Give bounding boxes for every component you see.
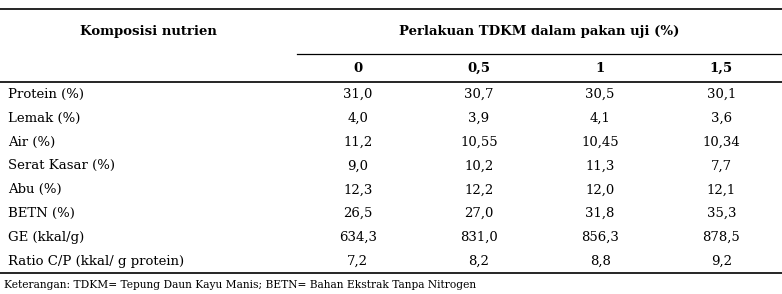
Text: Abu (%): Abu (%) <box>8 183 62 196</box>
Text: Perlakuan TDKM dalam pakan uji (%): Perlakuan TDKM dalam pakan uji (%) <box>400 25 680 38</box>
Text: 10,55: 10,55 <box>460 136 498 148</box>
Text: 10,2: 10,2 <box>465 159 493 172</box>
Text: 831,0: 831,0 <box>460 231 498 244</box>
Text: Keterangan: TDKM= Tepung Daun Kayu Manis; BETN= Bahan Ekstrak Tanpa Nitrogen: Keterangan: TDKM= Tepung Daun Kayu Manis… <box>4 280 476 290</box>
Text: 27,0: 27,0 <box>465 207 493 220</box>
Text: 30,1: 30,1 <box>707 88 736 101</box>
Text: Serat Kasar (%): Serat Kasar (%) <box>8 159 115 172</box>
Text: 7,7: 7,7 <box>711 159 732 172</box>
Text: 9,0: 9,0 <box>347 159 368 172</box>
Text: 35,3: 35,3 <box>707 207 736 220</box>
Text: 1: 1 <box>596 62 604 75</box>
Text: 10,34: 10,34 <box>702 136 741 148</box>
Text: 7,2: 7,2 <box>347 255 368 268</box>
Text: 8,8: 8,8 <box>590 255 611 268</box>
Text: 1,5: 1,5 <box>710 62 733 75</box>
Text: 31,8: 31,8 <box>586 207 615 220</box>
Text: 3,6: 3,6 <box>711 112 732 125</box>
Text: 4,1: 4,1 <box>590 112 611 125</box>
Text: 4,0: 4,0 <box>347 112 368 125</box>
Text: 12,0: 12,0 <box>586 183 615 196</box>
Text: 26,5: 26,5 <box>343 207 372 220</box>
Text: 10,45: 10,45 <box>581 136 619 148</box>
Text: 11,3: 11,3 <box>586 159 615 172</box>
Text: Ratio C/P (kkal/ g protein): Ratio C/P (kkal/ g protein) <box>8 255 184 268</box>
Text: 8,2: 8,2 <box>468 255 490 268</box>
Text: BETN (%): BETN (%) <box>8 207 75 220</box>
Text: 30,7: 30,7 <box>465 88 493 101</box>
Text: 634,3: 634,3 <box>339 231 377 244</box>
Text: Air (%): Air (%) <box>8 136 55 148</box>
Text: 3,9: 3,9 <box>468 112 490 125</box>
Text: 12,1: 12,1 <box>707 183 736 196</box>
Text: Komposisi nutrien: Komposisi nutrien <box>80 25 217 38</box>
Text: 12,3: 12,3 <box>343 183 372 196</box>
Text: Protein (%): Protein (%) <box>8 88 84 101</box>
Text: 9,2: 9,2 <box>711 255 732 268</box>
Text: GE (kkal/g): GE (kkal/g) <box>8 231 84 244</box>
Text: 30,5: 30,5 <box>586 88 615 101</box>
Text: 11,2: 11,2 <box>343 136 372 148</box>
Text: 0: 0 <box>353 62 362 75</box>
Text: Lemak (%): Lemak (%) <box>8 112 81 125</box>
Text: 12,2: 12,2 <box>465 183 493 196</box>
Text: 31,0: 31,0 <box>343 88 372 101</box>
Text: 878,5: 878,5 <box>702 231 741 244</box>
Text: 856,3: 856,3 <box>581 231 619 244</box>
Text: 0,5: 0,5 <box>468 62 490 75</box>
